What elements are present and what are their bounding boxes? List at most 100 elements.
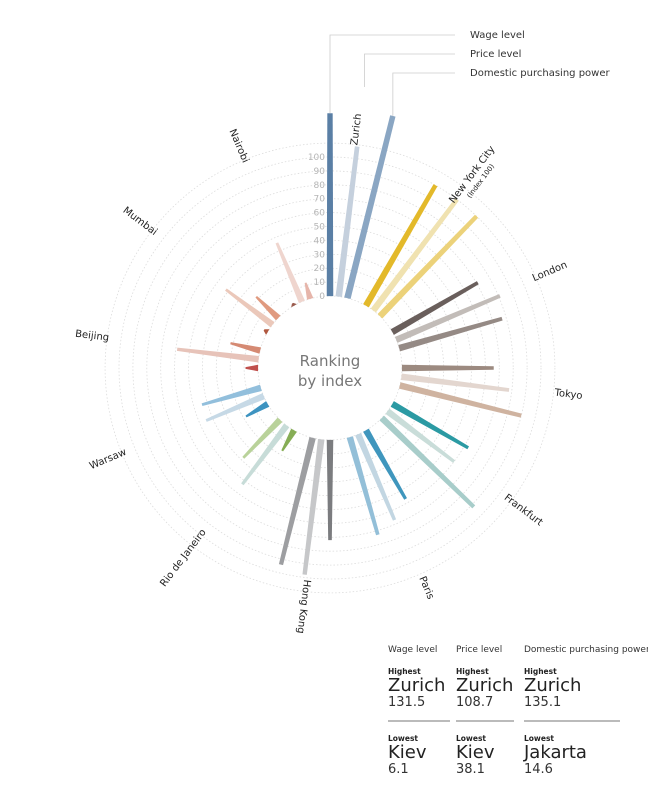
highest-value: 135.1 bbox=[524, 695, 562, 710]
lowest-city: Jakarta bbox=[524, 742, 587, 763]
tick-label: 100 bbox=[308, 153, 325, 163]
bar-paris-wage bbox=[363, 428, 407, 500]
highest-city: Zurich bbox=[524, 675, 582, 696]
highest-label: Highest bbox=[456, 667, 489, 676]
bar-zurich-dpp bbox=[344, 115, 396, 300]
bar-mumbai-dpp bbox=[255, 295, 281, 321]
bar-hong-kong-dpp bbox=[278, 436, 316, 566]
center-disc bbox=[260, 298, 400, 438]
bar-warsaw-dpp bbox=[201, 384, 262, 407]
city-label: Warsaw bbox=[88, 447, 128, 472]
tick-label: 80 bbox=[314, 181, 326, 191]
bar-zurich-price bbox=[335, 146, 360, 298]
bar-warsaw-wage bbox=[245, 401, 270, 418]
city-label: London bbox=[531, 260, 569, 284]
tick-label: 40 bbox=[314, 236, 326, 246]
tick-label: 30 bbox=[314, 250, 326, 260]
tick-label: 70 bbox=[314, 195, 326, 205]
bar-nairobi-price bbox=[275, 242, 305, 304]
grid-circle bbox=[160, 198, 500, 538]
highest-value: 131.5 bbox=[388, 695, 426, 710]
bar-beijing-dpp bbox=[230, 342, 262, 354]
bar-beijing-wage bbox=[245, 364, 259, 372]
city-label: Mumbai bbox=[121, 205, 160, 238]
center-label: Ranking bbox=[300, 352, 361, 370]
bar-new-york-city-wage bbox=[363, 184, 438, 308]
bar-new-york-city-price bbox=[370, 198, 459, 313]
highest-city: Zurich bbox=[456, 675, 514, 696]
summary-header: Domestic purchasing power bbox=[524, 645, 648, 655]
summary-price: Price level Highest Zurich 108.7 Lowest … bbox=[456, 645, 514, 777]
bar-london-wage bbox=[390, 281, 479, 335]
bar-zurich-wage bbox=[326, 113, 334, 297]
center-label: by index bbox=[298, 372, 362, 390]
bar-mumbai-wage bbox=[263, 329, 270, 335]
city-label: Rio de Janeiro bbox=[158, 527, 208, 589]
bar-frankfurt-dpp bbox=[379, 415, 476, 509]
bar-hong-kong-price bbox=[302, 438, 325, 575]
radial-chart: Zurich New York City(Index 100) London Toky… bbox=[75, 30, 611, 634]
bar-paris-price bbox=[355, 432, 397, 521]
bar-rio-de-janeiro-price bbox=[241, 423, 290, 486]
lowest-value: 6.1 bbox=[388, 762, 409, 777]
highest-label: Highest bbox=[524, 667, 557, 676]
bar-frankfurt-wage bbox=[390, 401, 470, 450]
summary-purchasing-power: Domestic purchasing power Highest Zurich… bbox=[524, 645, 648, 777]
city-sublabel: (Index 100) bbox=[465, 162, 496, 199]
legend-leader-line bbox=[392, 72, 455, 116]
lowest-value: 38.1 bbox=[456, 762, 485, 777]
bar-hong-kong-wage bbox=[326, 439, 334, 541]
highest-value: 108.7 bbox=[456, 695, 494, 710]
bar-london-dpp bbox=[398, 316, 503, 352]
city-label: Zurich bbox=[349, 113, 364, 146]
lowest-label: Lowest bbox=[388, 734, 418, 743]
lowest-city: Kiev bbox=[388, 742, 427, 763]
legend-leader-line bbox=[364, 53, 455, 88]
tick-label: 0 bbox=[319, 292, 325, 302]
bar-new-york-city-dpp bbox=[377, 214, 479, 319]
divider bbox=[388, 720, 450, 722]
bar-tokyo-wage bbox=[401, 364, 494, 372]
grid-circle bbox=[118, 156, 542, 580]
legend-label: Wage level bbox=[470, 30, 525, 41]
bar-frankfurt-price bbox=[385, 408, 456, 463]
summary-wage: Wage level Highest Zurich 131.5 Lowest K… bbox=[388, 645, 450, 777]
summary-header: Price level bbox=[456, 645, 503, 655]
lowest-value: 14.6 bbox=[524, 762, 553, 777]
city-label: New York City(Index 100) bbox=[447, 144, 504, 211]
bar-nairobi-dpp bbox=[304, 282, 314, 300]
tick-label: 50 bbox=[314, 223, 326, 233]
bar-tokyo-dpp bbox=[398, 382, 522, 418]
lowest-label: Lowest bbox=[456, 734, 486, 743]
city-label: Hong Kong bbox=[294, 579, 312, 634]
bar-nairobi-wage bbox=[291, 302, 297, 308]
bar-mumbai-price bbox=[225, 288, 275, 328]
divider bbox=[456, 720, 514, 722]
city-label: Beijing bbox=[75, 329, 110, 344]
bar-warsaw-price bbox=[205, 393, 266, 422]
grid-circle bbox=[104, 142, 556, 594]
bar-tokyo-price bbox=[400, 373, 510, 392]
bar-rio-de-janeiro-dpp bbox=[242, 417, 283, 459]
highest-city: Zurich bbox=[388, 675, 446, 696]
summary-header: Wage level bbox=[388, 645, 438, 655]
highest-label: Highest bbox=[388, 667, 421, 676]
bar-paris-dpp bbox=[346, 436, 380, 536]
city-label: Frankfurt bbox=[502, 492, 545, 528]
grid-circle bbox=[146, 184, 514, 552]
tick-label: 10 bbox=[314, 278, 326, 288]
city-label: Paris bbox=[416, 575, 435, 601]
city-label: Tokyo bbox=[553, 387, 583, 401]
lowest-city: Kiev bbox=[456, 742, 495, 763]
tick-label: 60 bbox=[314, 209, 326, 219]
legend-label: Price level bbox=[470, 49, 521, 60]
bar-london-price bbox=[394, 294, 501, 343]
legend-label: Domestic purchasing power bbox=[470, 68, 610, 79]
tick-label: 20 bbox=[314, 264, 326, 274]
legend-leader-line bbox=[329, 34, 455, 114]
divider bbox=[524, 720, 620, 722]
city-label: Nairobi bbox=[227, 128, 251, 165]
tick-label: 90 bbox=[314, 167, 326, 177]
lowest-label: Lowest bbox=[524, 734, 554, 743]
